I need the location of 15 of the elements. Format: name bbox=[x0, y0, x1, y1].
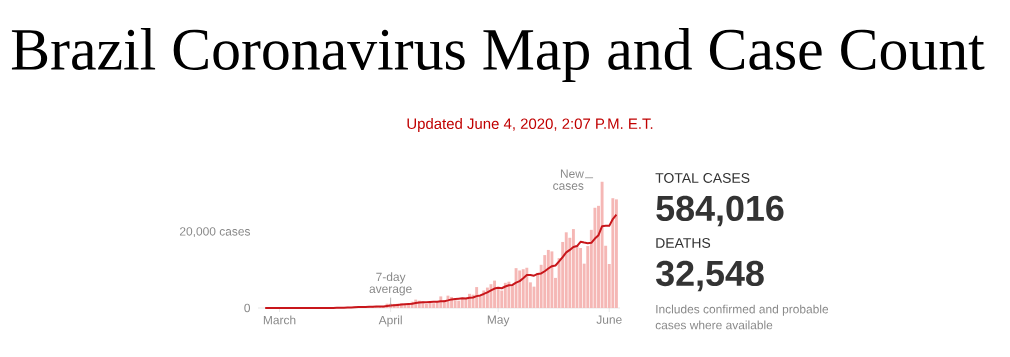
series-label: New cases bbox=[553, 169, 584, 190]
x-tick-label: March bbox=[263, 315, 296, 325]
text: 584,016 bbox=[656, 195, 784, 227]
chart-subtitle: Updated June 4, 2020, 2:07 P.M. E.T. bbox=[407, 118, 653, 132]
series-label: 7-day average bbox=[369, 272, 412, 296]
x-tick-label: June bbox=[596, 315, 622, 324]
x-tick-label: April bbox=[378, 315, 402, 327]
chart-title: Brazil Coronavirus Map and Case Count bbox=[11, 27, 985, 83]
text: Includes confirmed and probable cases where available bbox=[655, 304, 829, 330]
text: 32,548 bbox=[656, 260, 764, 292]
y-tick-label: 20,000 cases bbox=[179, 227, 251, 238]
y-tick-label: 0 bbox=[244, 303, 251, 313]
x-tick-label: May bbox=[487, 315, 510, 327]
text: DEATHS bbox=[656, 238, 711, 248]
text: TOTAL CASES bbox=[655, 173, 750, 183]
